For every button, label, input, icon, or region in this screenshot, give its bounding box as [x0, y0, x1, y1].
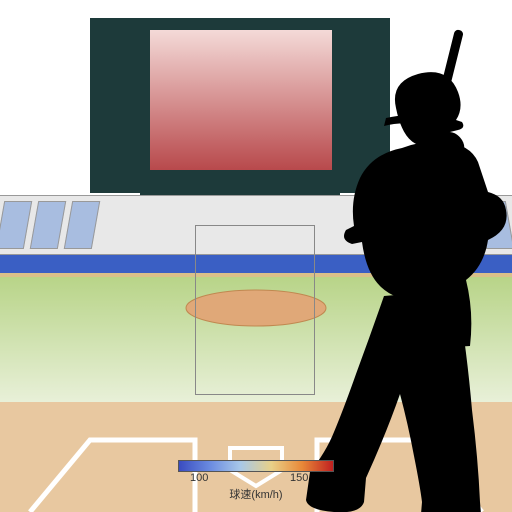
batter-silhouette — [0, 0, 512, 512]
speed-legend: 100 150 球速(km/h) — [178, 460, 334, 502]
legend-label: 球速(km/h) — [178, 486, 334, 502]
legend-bar — [178, 460, 334, 472]
legend-tick: 100 — [190, 472, 208, 484]
legend-tick: 150 — [290, 472, 308, 484]
